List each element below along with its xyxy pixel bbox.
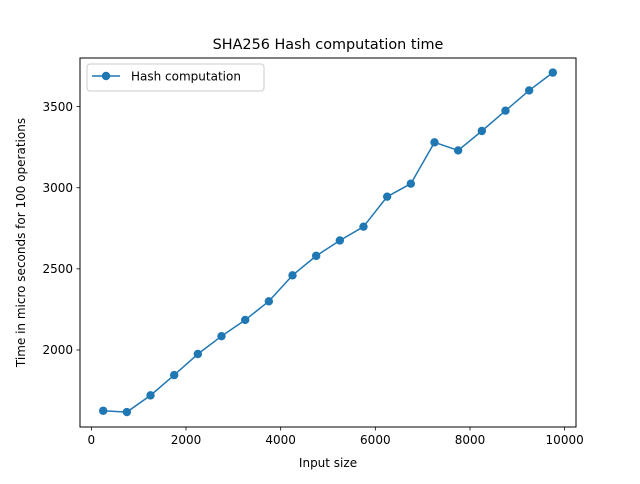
data-point <box>430 138 439 147</box>
x-tick-label: 8000 <box>455 433 486 447</box>
y-tick-label: 2500 <box>42 262 73 276</box>
y-axis-label: Time in micro seconds for 100 operations <box>14 118 28 368</box>
data-point <box>524 86 534 95</box>
data-point <box>406 179 416 188</box>
legend-marker-sample <box>101 71 111 81</box>
y-tick-label: 2000 <box>42 343 73 357</box>
y-axis: 2000 2500 3000 3500 <box>42 100 80 357</box>
x-tick-label: 10000 <box>546 433 584 447</box>
legend: Hash computation <box>86 63 265 92</box>
data-point <box>98 406 108 415</box>
data-point <box>193 349 203 359</box>
x-tick-label: 0 <box>88 433 96 447</box>
x-tick-label: 6000 <box>360 433 391 447</box>
data-point <box>501 106 510 115</box>
chart-title: SHA256 Hash computation time <box>213 37 444 53</box>
data-point <box>122 407 132 417</box>
legend-frame <box>86 63 265 92</box>
data-point <box>382 192 392 201</box>
data-point <box>264 297 274 306</box>
data-point <box>335 236 345 245</box>
data-point <box>288 271 297 280</box>
series-line <box>103 72 554 413</box>
x-tick-label: 4000 <box>265 433 296 447</box>
y-tick-label: 3500 <box>42 100 73 114</box>
data-point <box>217 331 226 341</box>
data-point <box>548 68 558 77</box>
data-point <box>453 146 463 155</box>
data-point <box>169 370 179 380</box>
legend-label: Hash computation <box>131 70 241 84</box>
data-point <box>359 222 368 231</box>
data-point <box>240 315 250 325</box>
x-axis: 0 2000 4000 6000 8000 10000 <box>88 427 584 447</box>
data-point <box>311 251 321 261</box>
x-axis-label: Input size <box>299 456 357 470</box>
x-tick-label: 2000 <box>171 433 202 447</box>
data-point <box>146 391 155 400</box>
y-tick-label: 3000 <box>42 181 73 195</box>
plot-frame <box>79 57 577 428</box>
data-point <box>477 126 487 136</box>
plot-layer <box>98 68 558 417</box>
